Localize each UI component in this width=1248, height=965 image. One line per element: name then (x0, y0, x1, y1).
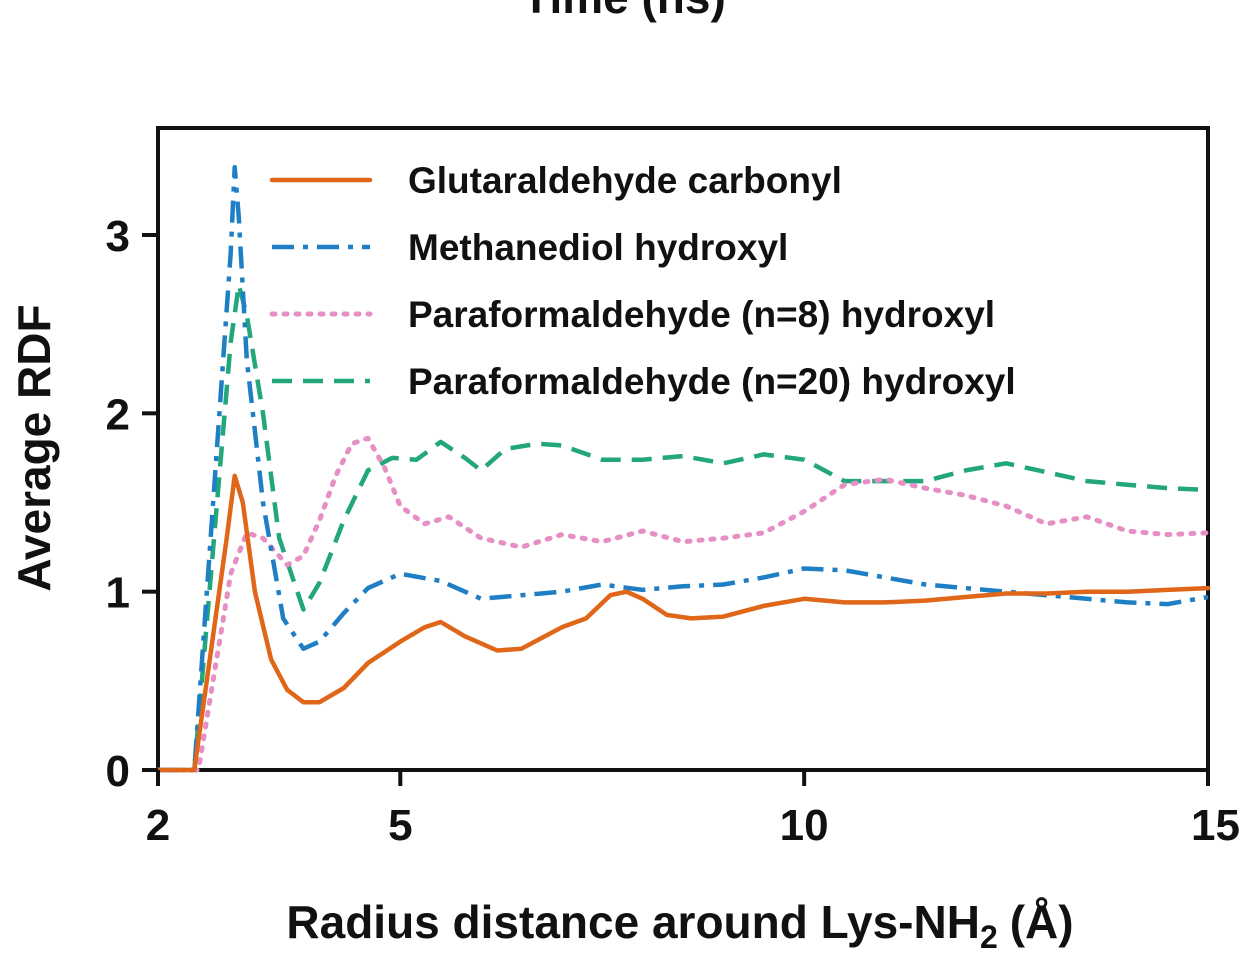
x-tick-label: 10 (780, 801, 829, 850)
y-axis-label: Average RDF (8, 304, 60, 591)
x-tick-label: 15 (1191, 801, 1240, 850)
legend-label-paraform20: Paraformaldehyde (n=20) hydroxyl (408, 361, 1016, 402)
y-tick-label: 3 (106, 212, 130, 261)
y-tick-label: 2 (106, 390, 130, 439)
x-tick-label: 5 (388, 801, 412, 850)
series-line-paraform20 (158, 282, 1209, 773)
series-layer (155, 164, 1211, 773)
x-axis-label-unit: (Å) (1010, 896, 1074, 948)
legend-label-paraform8: Paraformaldehyde (n=8) hydroxyl (408, 294, 995, 335)
series-line-glutaraldehyde (155, 473, 1211, 773)
series-line-paraform8 (155, 435, 1211, 773)
legend: Glutaraldehyde carbonyl Methanediol hydro… (269, 160, 1016, 402)
series-line-methanediol (158, 164, 1209, 773)
y-tick-label: 0 (106, 747, 130, 796)
legend-label-glutaraldehyde: Glutaraldehyde carbonyl (408, 160, 842, 201)
legend-label-methanediol: Methanediol hydroxyl (408, 227, 788, 268)
x-axis-label-subscript: 2 (980, 919, 998, 955)
clipped-top-axis-title: Time (ns) (0, 0, 1248, 24)
y-tick-label: 1 (106, 569, 130, 618)
x-tick-label: 2 (146, 801, 170, 850)
x-axis-label-main: Radius distance around Lys-NH (286, 896, 980, 948)
x-axis-label: Radius distance around Lys-NH2 (Å) (286, 896, 1073, 955)
axes-layer: 0 1 2 3 2 5 10 15 (106, 212, 1240, 850)
plot-frame (156, 126, 1210, 772)
